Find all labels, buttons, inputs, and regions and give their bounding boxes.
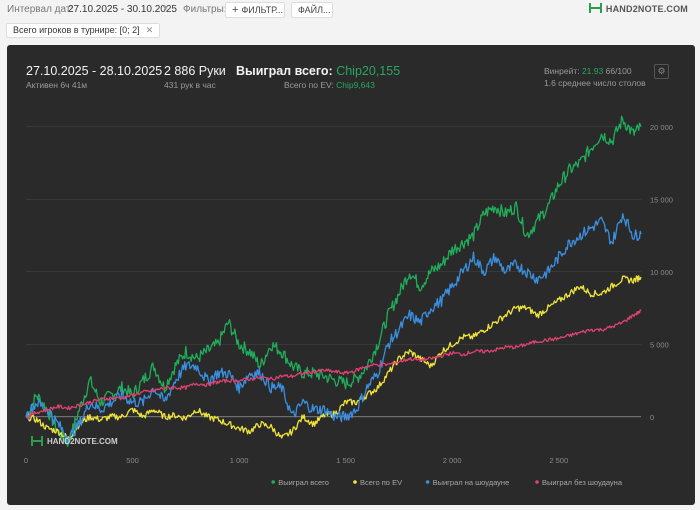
- y-tick-label: 15 000: [650, 195, 673, 204]
- hands-per-hour: 431 рук в час: [164, 80, 216, 90]
- y-tick-label: 0: [650, 413, 654, 422]
- y-tick-label: 5 000: [650, 340, 669, 349]
- legend-item: Выиграл без шоудауна: [542, 478, 623, 487]
- x-tick-label: 500: [126, 456, 139, 465]
- active-filter-chip[interactable]: Всего игроков в турнире: [0; 2] ✕: [6, 23, 161, 38]
- x-tick-label: 2 000: [443, 456, 462, 465]
- x-tick-label: 0: [24, 456, 28, 465]
- gear-icon[interactable]: ⚙: [654, 64, 669, 79]
- date-interval-select[interactable]: 27.10.2025 - 30.10.2025: [68, 4, 177, 15]
- x-tick-label: 2 500: [549, 456, 568, 465]
- avg-tables: 1.6 среднее число столов: [544, 78, 646, 88]
- legend-item: Выиграл на шоудауне: [433, 478, 510, 487]
- file-filter-button[interactable]: ФАЙЛ...: [291, 2, 333, 18]
- close-icon[interactable]: ✕: [145, 25, 154, 35]
- legend-marker: [271, 480, 276, 484]
- chart-watermark: HAND2NOTE.COM: [31, 436, 118, 446]
- date-range: 27.10.2025 - 28.10.2025: [26, 64, 163, 78]
- date-interval-label: Интервал дат:: [7, 4, 74, 15]
- series-line: [25, 213, 642, 445]
- logo-h-icon: [588, 3, 602, 13]
- legend-marker: [353, 480, 357, 484]
- x-tick-label: 1 500: [336, 456, 355, 465]
- won-total: Выиграл всего: Chip20,155: [236, 64, 401, 78]
- stats-panel: 27.10.2025 - 28.10.2025 Активен 6ч 41м 2…: [7, 45, 695, 505]
- filters-label: Фильтры:: [183, 4, 227, 15]
- y-tick-label: 20 000: [650, 123, 673, 132]
- series-line: [25, 309, 642, 419]
- legend-marker: [535, 480, 539, 484]
- ev-total: Всего по EV: Chip9,643: [284, 80, 375, 90]
- legend-item: Выиграл всего: [278, 478, 329, 487]
- filter-bar: Интервал дат: 27.10.2025 - 30.10.2025 ▾ …: [0, 0, 700, 20]
- series-line: [25, 275, 642, 439]
- series-line: [25, 115, 642, 447]
- legend-item: Всего по EV: [360, 478, 402, 487]
- winrate: Винрейт: 21.93 66/100: [544, 66, 632, 76]
- y-tick-label: 10 000: [650, 268, 673, 277]
- winnings-chart: 0 500 1 000 1 500 2 000 2 500 0 5 000 10 000 15 …: [24, 115, 673, 487]
- logo-h-icon: [31, 436, 43, 446]
- chevron-down-icon[interactable]: ▾: [163, 3, 169, 14]
- add-filter-button[interactable]: + ФИЛЬТР...: [225, 2, 285, 18]
- brand-logo: HAND2NOTE.COM: [588, 3, 688, 14]
- plus-icon: +: [232, 4, 239, 16]
- hands-count: 2 886 Руки: [164, 64, 226, 78]
- legend-marker: [425, 480, 430, 484]
- active-time: Активен 6ч 41м: [26, 80, 88, 90]
- x-tick-label: 1 000: [230, 456, 249, 465]
